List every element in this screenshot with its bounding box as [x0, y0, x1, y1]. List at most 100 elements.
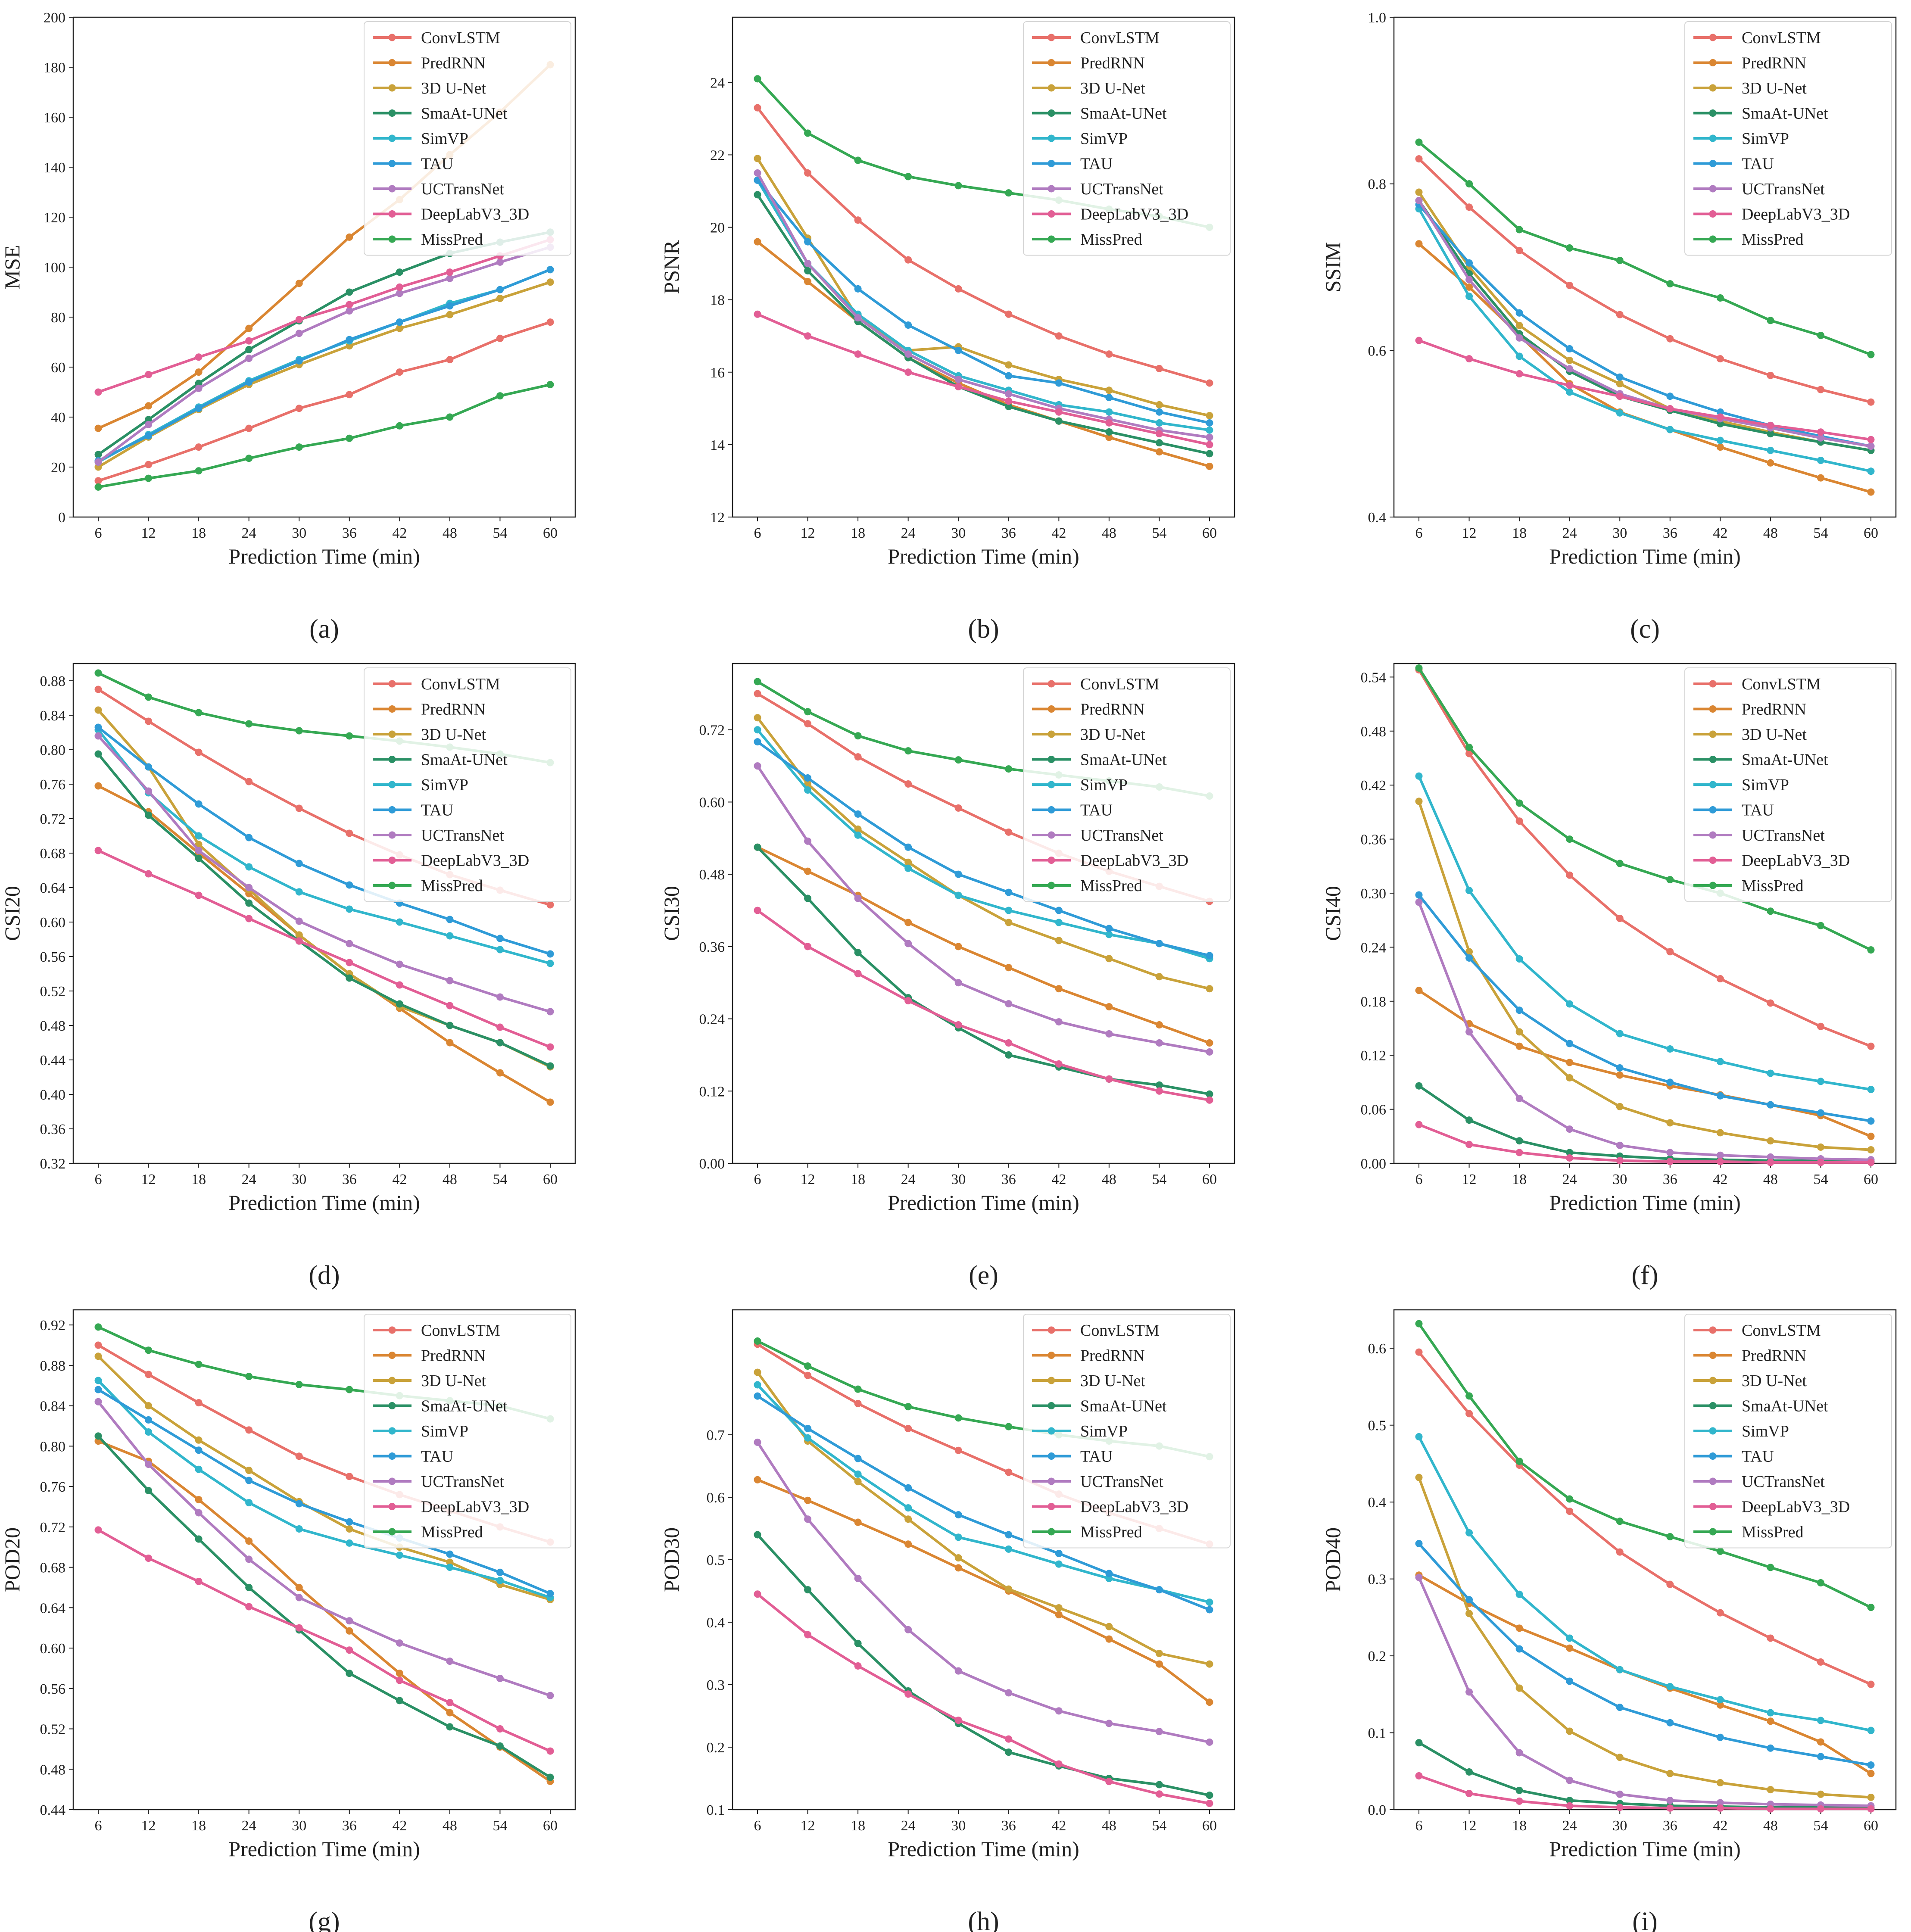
data-point [295, 1452, 303, 1460]
x-tick-label: 54 [1813, 1172, 1828, 1187]
legend-swatch-marker [1047, 1477, 1055, 1485]
legend-swatch-marker [388, 680, 396, 688]
series-line [98, 321, 551, 482]
legend-label: 3D U-Net [421, 1372, 486, 1390]
data-point [145, 1428, 153, 1436]
series-line [757, 313, 1210, 446]
data-point [754, 1476, 761, 1483]
data-point [854, 831, 862, 839]
series-line [756, 1371, 1210, 1666]
x-tick-label: 12 [141, 1818, 156, 1834]
data-point [1867, 442, 1875, 450]
legend-label: TAU [1742, 1448, 1774, 1466]
data-point [195, 832, 203, 840]
data-point [1867, 1680, 1875, 1688]
data-point [1817, 1753, 1824, 1761]
series-group [1415, 155, 1875, 406]
data-point [1515, 1645, 1523, 1653]
series-group [94, 266, 554, 466]
data-point [346, 288, 353, 296]
data-point [245, 884, 253, 891]
series-line [1418, 158, 1871, 404]
data-point [954, 1021, 962, 1029]
series-group [754, 726, 1213, 963]
legend-label: DeepLabV3_3D [1080, 206, 1188, 224]
x-tick-label: 42 [1713, 525, 1727, 541]
series-line [1418, 1123, 1871, 1164]
y-tick-label: 20 [51, 460, 65, 476]
y-tick-label: 0.80 [40, 1439, 66, 1455]
data-point [904, 1626, 912, 1633]
series-group [754, 238, 1213, 470]
legend-label: PredRNN [1742, 1347, 1806, 1365]
data-point [1415, 664, 1423, 672]
axes-frame [732, 16, 1235, 518]
legend-label: UCTransNet [421, 1473, 504, 1491]
data-point [94, 1352, 102, 1360]
data-point [94, 458, 102, 466]
data-point [954, 1511, 962, 1519]
legend-swatch-marker [1047, 882, 1055, 889]
x-tick-label: 48 [443, 1172, 457, 1187]
data-point [1415, 772, 1423, 780]
data-point [1767, 421, 1774, 429]
legend-swatch-marker [1709, 1503, 1717, 1510]
data-point [195, 1436, 203, 1444]
y-tick-label: 0.44 [40, 1053, 66, 1069]
legend-swatch-marker [388, 34, 396, 41]
series-line [1418, 894, 1871, 1122]
data-point [546, 266, 554, 274]
y-tick-label: 12 [710, 510, 725, 526]
data-point [1767, 1717, 1774, 1725]
data-point [195, 1361, 203, 1368]
y-tick-label: 0 [58, 510, 65, 526]
series-line [1418, 801, 1871, 1151]
data-point [496, 1069, 504, 1077]
legend: ConvLSTM PredRNN 3D U-Net SmaAt-UNet SimVP TA… [364, 21, 571, 256]
series-line [756, 765, 1210, 1053]
legend-box [364, 667, 571, 902]
data-point [295, 1594, 303, 1602]
data-point [804, 943, 812, 950]
legend-label: ConvLSTM [1080, 29, 1160, 47]
legend-swatch-marker [1047, 1452, 1055, 1460]
y-tick-label: 0.60 [40, 915, 66, 931]
data-point [854, 1478, 862, 1486]
data-point [1515, 1149, 1523, 1156]
x-tick-label: 54 [1813, 525, 1828, 541]
series-line [98, 383, 551, 489]
data-point [1867, 1805, 1875, 1813]
data-point [1206, 985, 1213, 993]
data-point [1206, 1660, 1213, 1668]
data-point [1465, 743, 1473, 751]
legend-box [1023, 667, 1231, 902]
axes-frame [72, 663, 576, 1164]
legend-swatch-marker [1047, 185, 1055, 193]
data-point [1465, 1790, 1473, 1798]
data-point [1105, 1075, 1113, 1083]
data-point [346, 1627, 353, 1635]
x-tick-label: 12 [1462, 525, 1477, 541]
data-point [804, 1371, 812, 1379]
legend-label: SimVP [1742, 1422, 1789, 1440]
series-group [94, 1398, 554, 1699]
data-point [245, 1603, 253, 1611]
data-point [446, 1723, 454, 1731]
legend-label: 3D U-Net [1080, 726, 1145, 744]
legend-label: TAU [1742, 801, 1774, 820]
legend-swatch-marker [1047, 857, 1055, 864]
data-point [1465, 1116, 1473, 1124]
data-point [1515, 309, 1523, 317]
data-point [295, 405, 303, 412]
legend-label: ConvLSTM [1080, 1321, 1160, 1340]
series-line [98, 238, 551, 393]
data-point [496, 1725, 504, 1733]
data-point [1867, 1761, 1875, 1769]
data-point [245, 337, 253, 345]
data-point [804, 278, 812, 286]
chart-panel: 6 12 18 24 30 36 42 48 54 60 0.00 0.06 0.12 0.18 0.24 0… [1321, 663, 1897, 1290]
data-point [195, 841, 203, 848]
data-point [954, 891, 962, 899]
data-point [854, 314, 862, 322]
data-point [1055, 379, 1063, 387]
